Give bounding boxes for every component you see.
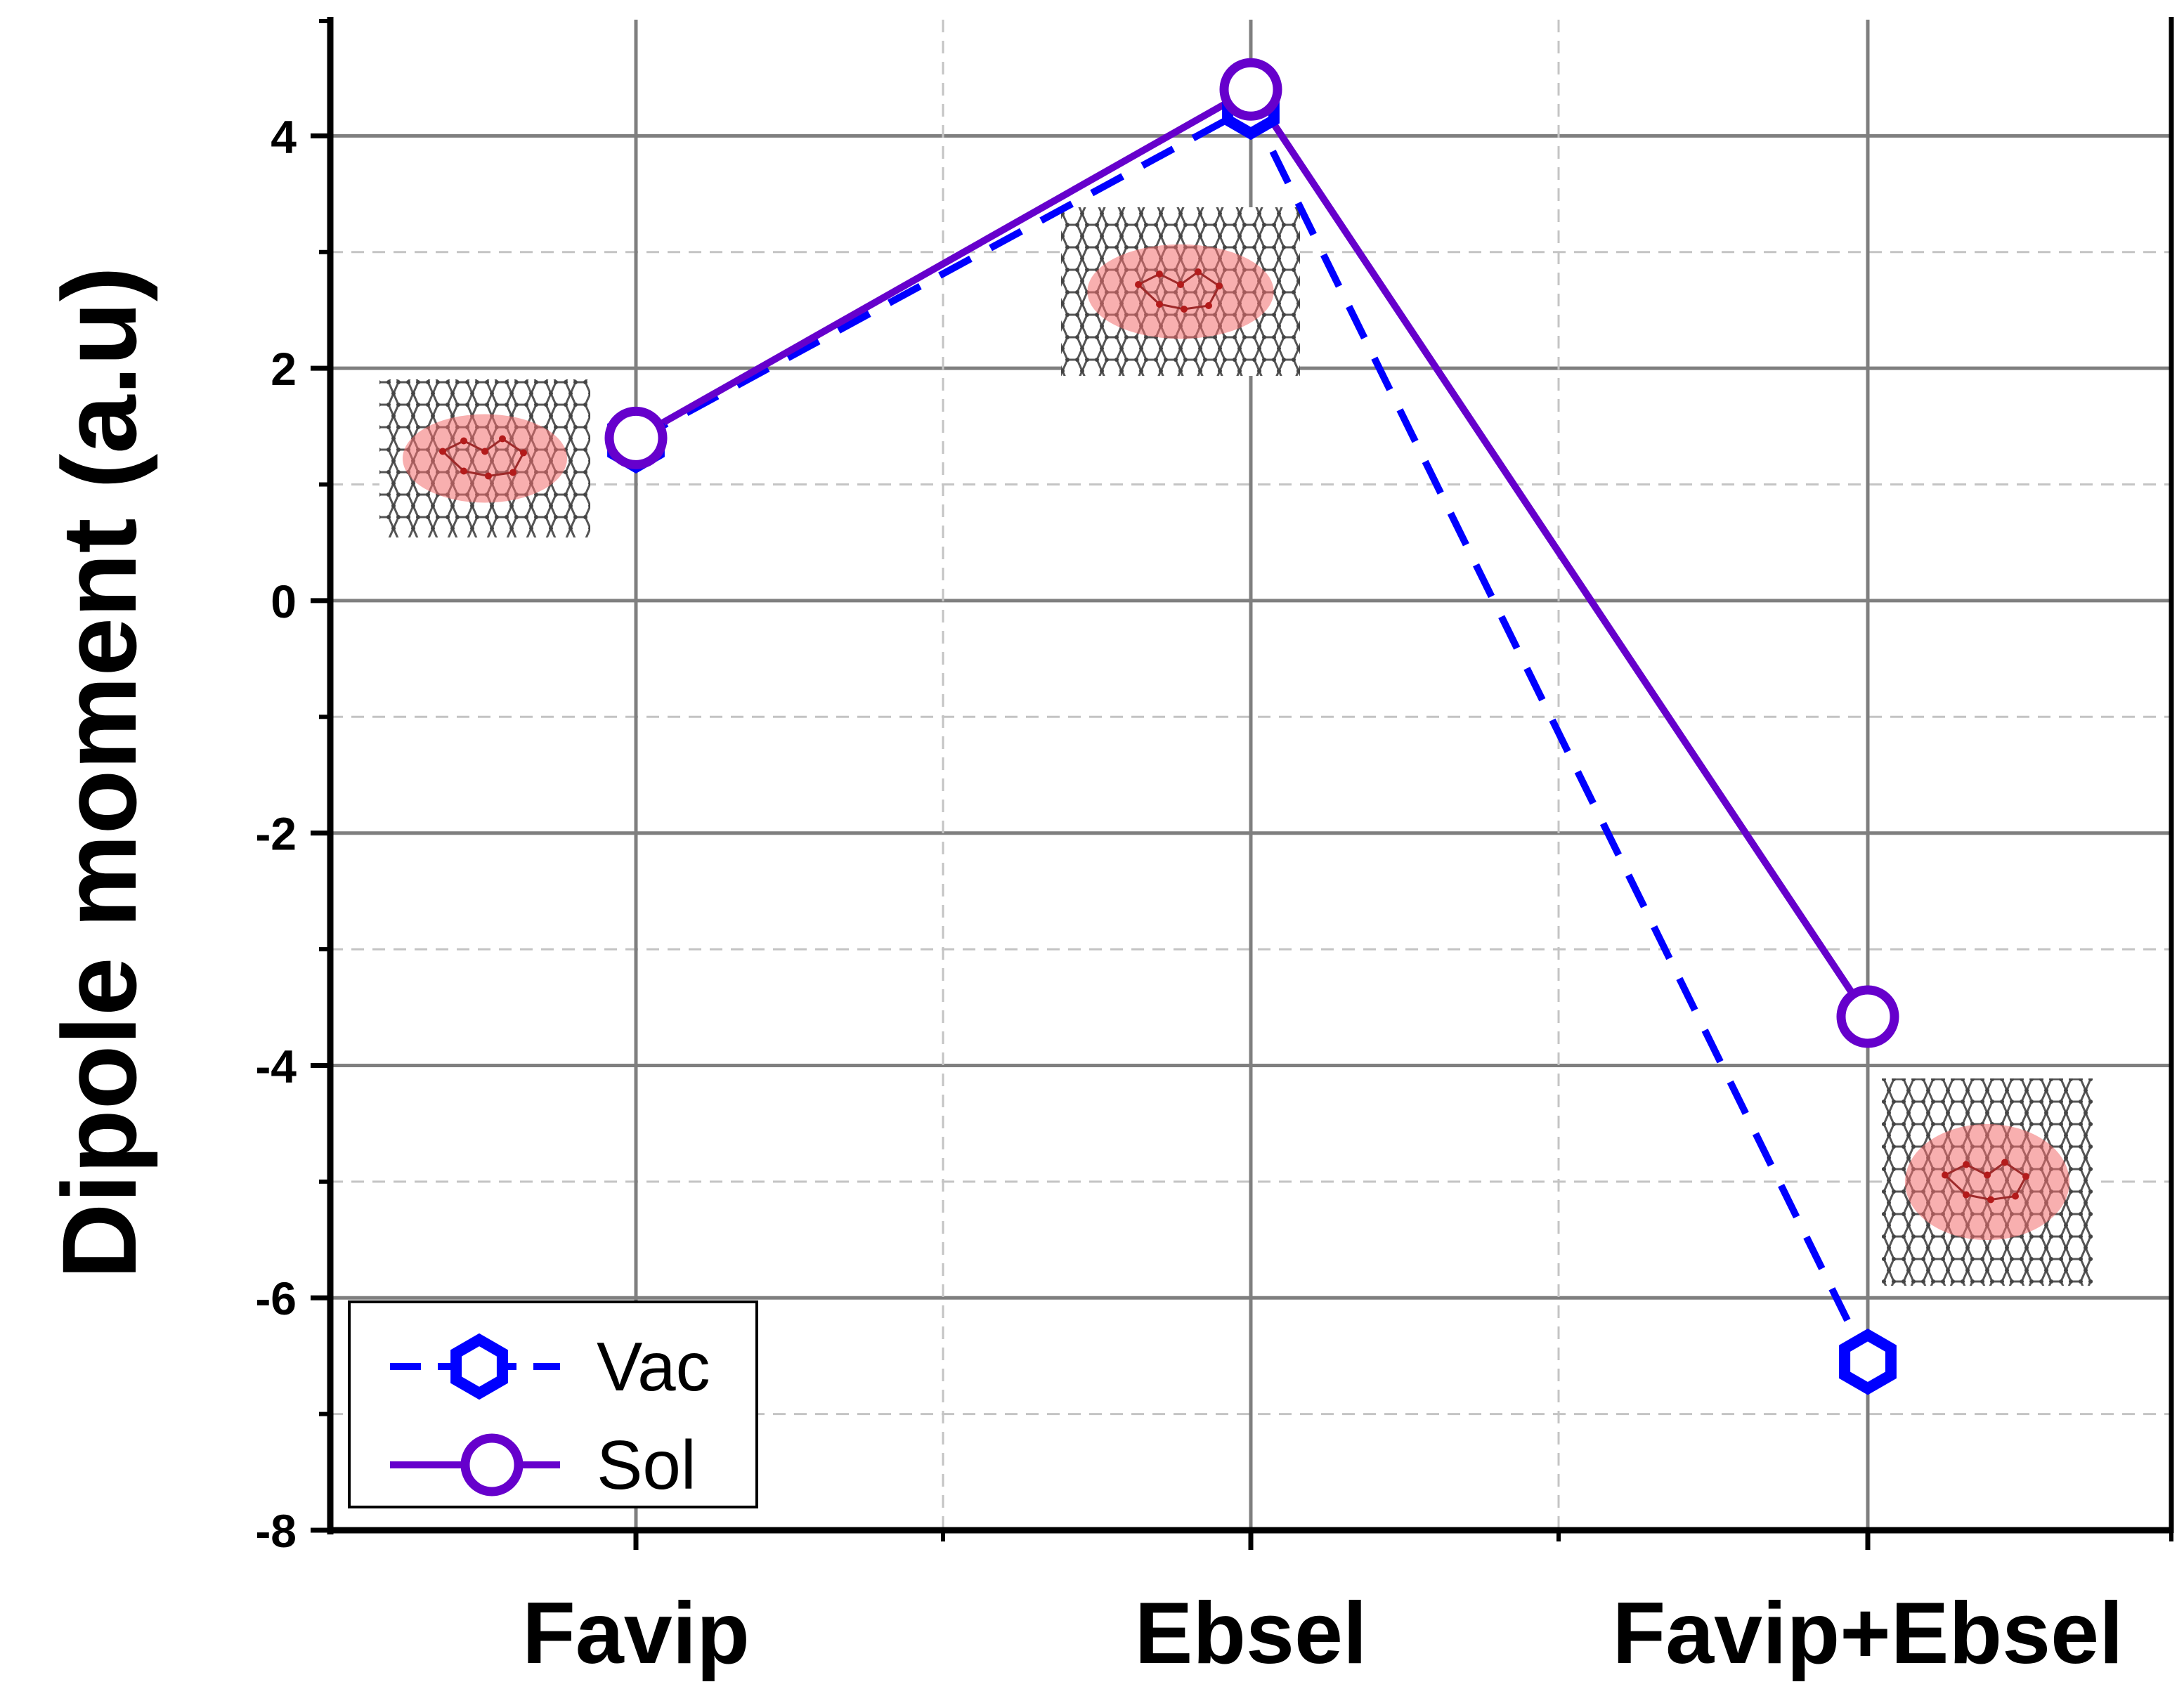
data-point-sol	[1836, 985, 1899, 1048]
molecule-bond	[463, 440, 486, 452]
molecule-atom	[499, 435, 506, 443]
legend-box	[348, 1300, 758, 1508]
molecule-atom	[1135, 281, 1142, 288]
molecule-bond	[1965, 1194, 1991, 1201]
molecule-atom	[1177, 281, 1184, 288]
adsorbed-molecule-highlight	[403, 414, 567, 503]
series	[604, 58, 1899, 1395]
molecule-bond	[512, 452, 525, 474]
graphene-molecule-icon	[379, 379, 590, 537]
molecule-bond	[488, 471, 514, 477]
molecule-atom	[2012, 1192, 2019, 1200]
graphene-molecule-icon	[1882, 1078, 2093, 1286]
molecule-atom	[2022, 1173, 2029, 1180]
molecule-bond	[2004, 1161, 2027, 1178]
labels: -8 -6 -4 -2 0 2 4 Favip Ebsel Favip+Ebsel Dipole m…	[40, 110, 2124, 1682]
y-tick-label: -6	[255, 1272, 297, 1324]
molecule-bond	[484, 438, 503, 452]
molecule-atom	[1195, 268, 1202, 275]
legend-marker-sol	[460, 1433, 524, 1496]
legend-marker-vac	[450, 1333, 508, 1400]
molecule-bond	[441, 450, 465, 472]
molecule-atom	[1156, 301, 1163, 308]
insets	[379, 207, 2093, 1286]
y-tick-label: 0	[271, 575, 297, 627]
y-axis-label: Dipole moment (a.u)	[40, 266, 158, 1279]
x-tick-label: Favip+Ebsel	[1612, 1585, 2123, 1682]
molecule-bond	[1183, 304, 1209, 311]
molecule-atom	[1216, 282, 1223, 289]
molecule-atom	[460, 467, 467, 475]
molecule-bond	[1990, 1195, 2016, 1201]
molecule-bond	[1965, 1163, 1988, 1176]
data-point-sol	[1219, 58, 1282, 121]
molecule-bond	[1137, 283, 1161, 306]
legend-label-vac: Vac	[597, 1328, 710, 1405]
molecule-atom	[2001, 1159, 2008, 1166]
molecule-bond	[1138, 273, 1160, 286]
molecule-bond	[1197, 270, 1220, 287]
molecule-atom	[1984, 1171, 1991, 1179]
data-point-sol	[604, 406, 668, 469]
y-tick-label: -4	[255, 1040, 297, 1092]
y-tick-label: -8	[255, 1505, 297, 1557]
x-tick-label: Ebsel	[1135, 1585, 1367, 1682]
molecule-atom	[520, 449, 527, 457]
molecule-atom	[460, 437, 467, 445]
molecule-atom	[1942, 1171, 1949, 1179]
legend-label-sol: Sol	[597, 1426, 696, 1504]
adsorbed-molecule-highlight	[1905, 1123, 2069, 1241]
molecule-bond	[502, 438, 524, 454]
molecule-atom	[481, 448, 488, 455]
molecule-bond	[1180, 270, 1199, 286]
molecule-atom	[1963, 1191, 1970, 1199]
molecule-bond	[442, 440, 464, 452]
molecule-atom	[1205, 302, 1212, 309]
molecule-bond	[463, 470, 489, 477]
molecule-atom	[1156, 270, 1163, 278]
molecule-bond	[1987, 1161, 2006, 1176]
molecule-bond	[1159, 303, 1185, 311]
molecule-atom	[1963, 1161, 1970, 1168]
data-point-vac	[1839, 1328, 1897, 1395]
molecule-bond	[1944, 1163, 1967, 1176]
molecule-atom	[485, 472, 492, 480]
molecule-bond	[1159, 273, 1181, 286]
x-tick-label: Favip	[522, 1585, 750, 1682]
molecule-bond	[1944, 1174, 1968, 1196]
legend: Vac Sol	[348, 1300, 758, 1508]
molecule-atom	[509, 469, 516, 476]
molecule-atom	[1987, 1196, 1994, 1204]
graphene-molecule-icon	[1061, 207, 1300, 376]
y-tick-label: 2	[271, 343, 297, 395]
y-tick-label: 4	[271, 110, 297, 162]
y-tick-label: -2	[255, 808, 297, 860]
adsorbed-molecule-highlight	[1087, 244, 1274, 339]
axes	[311, 17, 2174, 1550]
molecule-atom	[439, 448, 446, 455]
molecule-atom	[1181, 306, 1188, 313]
molecule-bond	[1207, 285, 1221, 306]
molecule-bond	[2014, 1175, 2027, 1197]
